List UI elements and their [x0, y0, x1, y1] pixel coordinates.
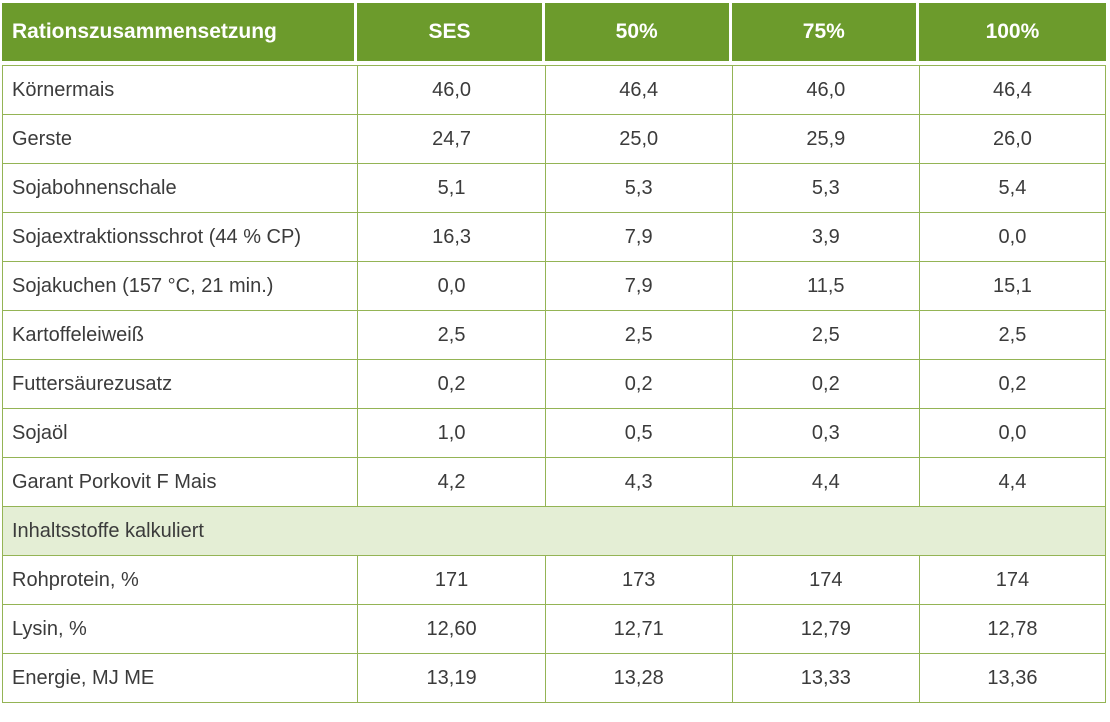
row-label: Sojakuchen (157 °C, 21 min.) [2, 261, 358, 310]
section-header-label: Inhaltsstoffe kalkuliert [2, 506, 1106, 555]
row-value: 26,0 [918, 114, 1106, 163]
row-value: 174 [731, 555, 919, 604]
row-value: 12,78 [918, 604, 1106, 653]
row-value: 46,0 [357, 65, 545, 114]
row-value: 13,36 [918, 653, 1106, 703]
row-value: 7,9 [544, 261, 732, 310]
row-value: 12,79 [731, 604, 919, 653]
row-value: 15,1 [918, 261, 1106, 310]
table-row: Sojaextraktionsschrot (44 % CP) 16,3 7,9 3,… [2, 212, 1106, 261]
row-value: 1,0 [357, 408, 545, 457]
row-value: 0,0 [918, 408, 1106, 457]
row-value: 5,3 [544, 163, 732, 212]
row-label: Garant Porkovit F Mais [2, 457, 358, 506]
row-value: 0,5 [544, 408, 732, 457]
row-value: 12,60 [357, 604, 545, 653]
table-row: Lysin, % 12,60 12,71 12,79 12,78 [2, 604, 1106, 653]
row-value: 3,9 [731, 212, 919, 261]
row-value: 13,33 [731, 653, 919, 703]
row-label: Energie, MJ ME [2, 653, 358, 703]
row-value: 2,5 [731, 310, 919, 359]
table-row: Kartoffeleiweiß 2,5 2,5 2,5 2,5 [2, 310, 1106, 359]
row-value: 24,7 [357, 114, 545, 163]
row-value: 46,4 [918, 65, 1106, 114]
row-value: 46,4 [544, 65, 732, 114]
row-value: 11,5 [731, 261, 919, 310]
row-value: 0,2 [731, 359, 919, 408]
table-row: Energie, MJ ME 13,19 13,28 13,33 13,36 [2, 653, 1106, 703]
column-header-ses: SES [357, 3, 545, 65]
row-value: 4,4 [731, 457, 919, 506]
table-row: Garant Porkovit F Mais 4,2 4,3 4,4 4,4 [2, 457, 1106, 506]
row-value: 16,3 [357, 212, 545, 261]
ration-table-container: Rationszusammensetzung SES 50% 75% 100% … [2, 3, 1106, 703]
row-value: 5,3 [731, 163, 919, 212]
table-row: Sojaöl 1,0 0,5 0,3 0,0 [2, 408, 1106, 457]
row-value: 5,4 [918, 163, 1106, 212]
row-label: Sojabohnenschale [2, 163, 358, 212]
row-value: 0,2 [357, 359, 545, 408]
table-row: Rohprotein, % 171 173 174 174 [2, 555, 1106, 604]
row-label: Sojaöl [2, 408, 358, 457]
row-value: 0,2 [918, 359, 1106, 408]
row-value: 4,3 [544, 457, 732, 506]
row-label: Futtersäurezusatz [2, 359, 358, 408]
row-label: Kartoffeleiweiß [2, 310, 358, 359]
row-value: 4,4 [918, 457, 1106, 506]
row-value: 46,0 [731, 65, 919, 114]
row-label: Lysin, % [2, 604, 358, 653]
column-header-50: 50% [544, 3, 732, 65]
row-value: 0,2 [544, 359, 732, 408]
row-value: 13,19 [357, 653, 545, 703]
row-label: Körnermais [2, 65, 358, 114]
row-label: Sojaextraktionsschrot (44 % CP) [2, 212, 358, 261]
table-row: Körnermais 46,0 46,4 46,0 46,4 [2, 65, 1106, 114]
row-value: 13,28 [544, 653, 732, 703]
row-value: 25,0 [544, 114, 732, 163]
row-value: 0,3 [731, 408, 919, 457]
row-value: 7,9 [544, 212, 732, 261]
row-value: 2,5 [918, 310, 1106, 359]
row-value: 25,9 [731, 114, 919, 163]
row-value: 2,5 [357, 310, 545, 359]
table-row: Sojabohnenschale 5,1 5,3 5,3 5,4 [2, 163, 1106, 212]
row-value: 174 [918, 555, 1106, 604]
row-value: 171 [357, 555, 545, 604]
section-header-row: Inhaltsstoffe kalkuliert [2, 506, 1106, 555]
row-label: Rohprotein, % [2, 555, 358, 604]
column-header-rationszusammensetzung: Rationszusammensetzung [2, 3, 358, 65]
row-label: Gerste [2, 114, 358, 163]
row-value: 2,5 [544, 310, 732, 359]
row-value: 173 [544, 555, 732, 604]
row-value: 12,71 [544, 604, 732, 653]
table-row: Gerste 24,7 25,0 25,9 26,0 [2, 114, 1106, 163]
header-row: Rationszusammensetzung SES 50% 75% 100% [2, 3, 1106, 65]
column-header-75: 75% [731, 3, 919, 65]
table-body: Körnermais 46,0 46,4 46,0 46,4 Gerste 24,7 25,0… [2, 65, 1106, 703]
row-value: 0,0 [918, 212, 1106, 261]
row-value: 5,1 [357, 163, 545, 212]
table-row: Sojakuchen (157 °C, 21 min.) 0,0 7,9 11,5 15… [2, 261, 1106, 310]
table-row: Futtersäurezusatz 0,2 0,2 0,2 0,2 [2, 359, 1106, 408]
row-value: 0,0 [357, 261, 545, 310]
ration-composition-table: Rationszusammensetzung SES 50% 75% 100% … [2, 3, 1106, 703]
column-header-100: 100% [918, 3, 1106, 65]
row-value: 4,2 [357, 457, 545, 506]
